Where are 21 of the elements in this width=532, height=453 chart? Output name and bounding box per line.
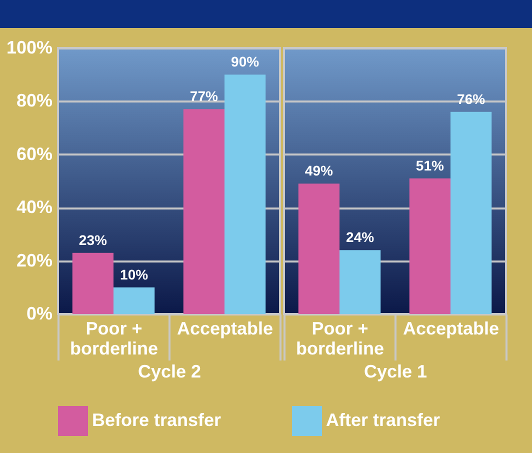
data-label: 77%: [190, 88, 218, 104]
x-axis-title: Cycle 1: [364, 362, 428, 382]
legend-label: Before transfer: [92, 410, 222, 430]
y-tick-label: 100%: [6, 38, 52, 58]
data-label: 90%: [231, 54, 260, 70]
y-tick-label: 60%: [16, 144, 52, 164]
x-tick-label: Poor + borderline: [70, 318, 158, 358]
y-tick-label: 80%: [16, 90, 52, 111]
data-label: 24%: [346, 229, 375, 246]
data-label: 10%: [120, 266, 149, 282]
y-tick-label: 20%: [16, 250, 52, 270]
y-tick-label: 40%: [16, 197, 52, 218]
legend-label: After transfer: [326, 410, 440, 430]
y-tick-label: 0%: [26, 304, 52, 324]
x-tick-label: Acceptable: [402, 318, 500, 338]
data-label: 49%: [304, 162, 334, 179]
x-tick-label: Poor + borderline: [296, 318, 384, 358]
data-label: 51%: [416, 157, 444, 174]
x-tick-label: Acceptable: [176, 318, 274, 338]
data-label: 23%: [78, 232, 108, 248]
x-axis-title: Cycle 2: [138, 362, 202, 382]
